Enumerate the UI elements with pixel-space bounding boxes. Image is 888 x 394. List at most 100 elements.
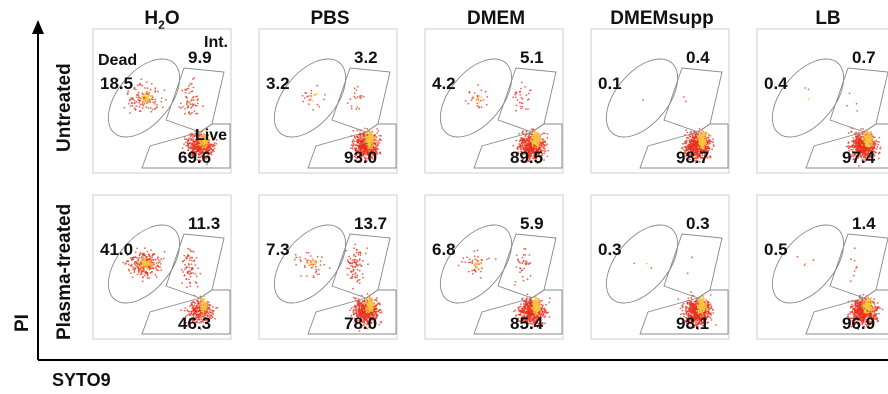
event-dot	[146, 256, 149, 259]
event-dot	[689, 160, 692, 163]
event-dot	[345, 249, 348, 252]
event-dot	[359, 323, 362, 326]
live-gate	[141, 123, 231, 169]
event-dot	[352, 273, 354, 276]
event-dot	[857, 156, 860, 159]
event-dot	[191, 256, 193, 259]
event-dot	[517, 152, 520, 155]
event-dot	[845, 145, 848, 148]
event-dot	[208, 155, 210, 158]
event-dot	[379, 303, 381, 306]
event-dot	[134, 263, 136, 266]
event-dot	[358, 136, 360, 139]
event-dot	[189, 103, 192, 105]
event-dot	[690, 151, 693, 154]
event-dot	[150, 259, 153, 262]
event-dot	[370, 156, 372, 159]
event-dot	[865, 149, 867, 151]
event-dot	[858, 165, 860, 167]
event-dot	[141, 107, 144, 109]
event-dot	[700, 149, 702, 152]
event-dot	[135, 100, 138, 103]
event-dot	[123, 106, 126, 109]
event-dot	[691, 149, 694, 152]
event-dot	[310, 92, 313, 95]
event-dot	[190, 137, 193, 140]
event-dot	[323, 98, 325, 101]
event-dot	[205, 157, 208, 159]
event-dot	[860, 128, 862, 130]
event-dot	[878, 136, 881, 139]
event-dot	[365, 135, 367, 138]
event-dot	[352, 306, 355, 309]
events-cloud	[122, 247, 219, 331]
event-dot	[300, 275, 303, 277]
event-dot	[369, 143, 372, 146]
event-dot	[362, 138, 365, 141]
event-dot	[354, 137, 357, 140]
event-dot	[203, 143, 206, 146]
event-dot	[544, 150, 547, 153]
event-dot	[151, 264, 154, 267]
event-dot	[351, 154, 354, 156]
event-dot	[515, 92, 518, 95]
event-dot	[192, 300, 195, 303]
event-dot	[537, 141, 540, 144]
event-dot	[132, 266, 134, 268]
event-dot	[870, 146, 873, 149]
event-dot	[707, 136, 710, 139]
event-dot	[193, 143, 196, 145]
event-dot	[686, 131, 689, 134]
event-dot	[859, 135, 862, 138]
event-dot	[527, 142, 529, 145]
event-dot	[371, 147, 374, 150]
event-dot	[305, 275, 308, 277]
event-dot	[862, 137, 864, 140]
event-dot	[194, 281, 197, 283]
event-dot	[518, 143, 521, 145]
event-dot	[868, 135, 871, 138]
event-dot	[127, 90, 130, 92]
event-dot	[202, 137, 204, 140]
dead-percent: 41.0	[100, 240, 134, 259]
event-dot	[146, 262, 149, 265]
event-dot	[362, 133, 365, 136]
event-dot	[527, 108, 529, 110]
event-dot	[685, 139, 688, 142]
event-dot	[348, 262, 351, 265]
event-dot	[199, 135, 202, 138]
event-dot	[202, 312, 205, 314]
event-dot	[209, 311, 212, 314]
event-dot	[309, 260, 312, 263]
dot-plot-panel	[258, 194, 398, 340]
event-dot	[374, 143, 377, 146]
event-dot	[204, 304, 207, 307]
event-dot	[195, 275, 198, 278]
event-dot	[517, 151, 519, 153]
event-dot	[357, 260, 359, 263]
event-dot	[804, 87, 807, 89]
event-dot	[704, 138, 707, 141]
event-dot	[146, 99, 148, 102]
event-dot	[538, 153, 540, 156]
event-dot	[159, 263, 162, 265]
event-dot	[180, 309, 182, 312]
event-dot	[319, 264, 322, 266]
event-dot	[361, 273, 364, 275]
intermediate-percent: 5.1	[520, 48, 544, 67]
event-dot	[149, 88, 152, 91]
event-dot	[187, 139, 190, 141]
event-dot	[194, 152, 197, 155]
event-dot	[691, 134, 694, 137]
event-dot	[190, 267, 193, 269]
event-dot	[361, 145, 364, 147]
event-dot	[307, 259, 309, 262]
event-dot	[196, 285, 199, 288]
event-dot	[704, 143, 707, 145]
panel-frame	[258, 194, 398, 340]
event-dot	[182, 260, 185, 263]
event-dot	[196, 102, 199, 105]
event-dot	[141, 264, 144, 267]
event-dot	[356, 106, 359, 108]
